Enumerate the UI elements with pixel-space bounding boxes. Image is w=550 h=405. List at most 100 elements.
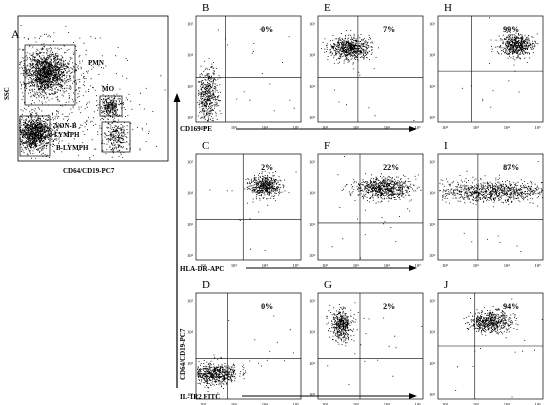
y-tick-label: 10⁵ <box>429 298 436 303</box>
background-events-dots <box>20 25 166 160</box>
x-tick-label: 10⁴ <box>504 402 511 405</box>
panel-h-letter: H <box>444 2 452 14</box>
y-tick-label: 10³ <box>429 84 436 89</box>
panel-f-letter: F <box>324 140 330 152</box>
panel-c-percent: 2% <box>261 163 273 172</box>
y-tick-label: 10² <box>429 392 436 397</box>
panel-b-frame <box>195 15 302 123</box>
panel-a-y-label: SSC <box>3 87 11 100</box>
panel-f: F 22% 10² 10³ 10⁴ 10⁵ 10² 10³ 10⁴ 10⁵ <box>309 140 424 268</box>
x-tick-label: 10² <box>442 263 449 268</box>
y-tick-label: 10⁴ <box>309 191 316 196</box>
events-e <box>321 29 379 64</box>
panel-d-frame <box>195 292 302 400</box>
scatter-j-dots <box>455 298 543 398</box>
x-tick-label: 10⁴ <box>384 263 391 268</box>
events-i <box>439 175 543 207</box>
y-tick-label: 10³ <box>429 222 436 227</box>
b-lymph-cluster-dots <box>99 108 143 159</box>
events-b <box>197 58 222 122</box>
row3-x-label: IL-1R2 FITC <box>180 393 220 401</box>
panel-j-letter: J <box>444 279 449 291</box>
x-tick-label: 10² <box>322 125 329 130</box>
panel-d: D 0% 10² 10³ 10⁴ 10⁵ 10² 10³ 10⁴ 10⁵ <box>187 279 302 405</box>
x-tick-label: 10³ <box>473 125 480 130</box>
gate-pmn-label: PMN <box>88 59 104 67</box>
y-tick-label: 10⁵ <box>429 21 436 26</box>
events-j <box>463 306 519 336</box>
scatter-j <box>455 298 543 398</box>
scatter-f <box>331 156 419 259</box>
panel-g-frame <box>317 292 424 400</box>
scatter-i <box>463 161 539 252</box>
x-tick-label: 10² <box>200 263 207 268</box>
nonb-lymph-halo <box>19 95 71 159</box>
panel-b: B 0% 10² 10³ 10⁴ 10⁵ 10² 10³ 10⁴ 10⁵ <box>187 2 302 130</box>
scatter-f-dots <box>331 156 419 259</box>
scatter-c <box>209 171 297 251</box>
y-tick-label: 10² <box>309 115 316 120</box>
gate-mo-label: MO <box>102 85 115 93</box>
y-tick-label: 10⁵ <box>187 298 194 303</box>
panel-h: H 99% 10² 10³ 10⁴ 10⁵ 10² 10³ 10⁴ 10⁵ <box>429 2 544 130</box>
x-tick-label: 10³ <box>231 263 238 268</box>
pmn-halo-dots <box>19 25 107 120</box>
panel-g-letter: G <box>324 279 332 291</box>
y-tick-label: 10³ <box>429 361 436 366</box>
panel-f-frame <box>317 153 424 261</box>
arrowhead-row2-icon <box>409 265 417 271</box>
panel-h-percent: 99% <box>503 25 519 34</box>
panel-b-letter: B <box>202 2 209 14</box>
y-tick-label: 10² <box>309 253 316 258</box>
panel-e-frame <box>317 15 424 123</box>
y-tick-label: 10⁵ <box>187 21 194 26</box>
y-tick-label: 10⁴ <box>309 53 316 58</box>
x-tick-label: 10³ <box>473 263 480 268</box>
panel-j-percent: 94% <box>503 302 519 311</box>
scatter-c-dots <box>209 171 297 251</box>
y-tick-label: 10⁴ <box>429 53 436 58</box>
panel-b-percent: 0% <box>261 25 273 34</box>
events-d <box>197 357 247 394</box>
x-tick-label: 10³ <box>231 125 238 130</box>
events-d-dots <box>197 357 247 394</box>
y-tick-label: 10² <box>187 115 194 120</box>
scatter-i-dots <box>463 161 539 252</box>
events-f <box>341 173 422 212</box>
x-tick-label: 10⁴ <box>504 263 511 268</box>
panel-i: I 87% 10² 10³ 10⁴ 10⁵ 10² 10³ 10⁴ 10⁵ <box>429 140 544 268</box>
y-tick-label: 10⁴ <box>187 330 194 335</box>
events-g-dots <box>326 302 365 347</box>
panel-j: J 94% 10² 10³ 10⁴ 10⁵ 10² 10³ 10⁴ 10⁵ <box>429 279 544 405</box>
y-tick-label: 10⁴ <box>429 191 436 196</box>
scatter-h-dots <box>461 17 532 108</box>
x-tick-label: 10² <box>200 402 207 405</box>
background-events <box>20 25 166 160</box>
x-tick-label: 10³ <box>353 125 360 130</box>
x-tick-label: 10⁴ <box>262 263 269 268</box>
x-tick-label: 10² <box>442 402 449 405</box>
y-tick-label: 10⁵ <box>309 21 316 26</box>
y-tick-label: 10² <box>187 392 194 397</box>
events-g <box>326 302 365 347</box>
panel-i-frame <box>437 153 544 261</box>
y-tick-label: 10² <box>187 253 194 258</box>
y-tick-label: 10³ <box>309 222 316 227</box>
x-tick-label: 10⁵ <box>293 263 300 268</box>
arrowhead-row3-icon <box>409 393 417 399</box>
x-tick-label: 10⁵ <box>535 125 542 130</box>
panel-f-percent: 22% <box>383 163 399 172</box>
events-j-dots <box>463 306 519 336</box>
y-tick-label: 10⁴ <box>309 330 316 335</box>
events-c <box>244 170 290 204</box>
y-tick-label: 10³ <box>187 222 194 227</box>
gate-nonb-lymph-label: NON-B LYMPH <box>54 122 80 139</box>
panel-h-frame <box>437 15 544 123</box>
x-tick-label: 10⁴ <box>262 125 269 130</box>
y-tick-label: 10² <box>309 392 316 397</box>
panel-a-frame <box>17 15 169 162</box>
x-tick-label: 10⁵ <box>293 125 300 130</box>
pmn-halo <box>19 25 107 120</box>
events-f-dots <box>341 173 422 212</box>
gate-b-lymph-label: B-LYMPH <box>56 144 89 152</box>
